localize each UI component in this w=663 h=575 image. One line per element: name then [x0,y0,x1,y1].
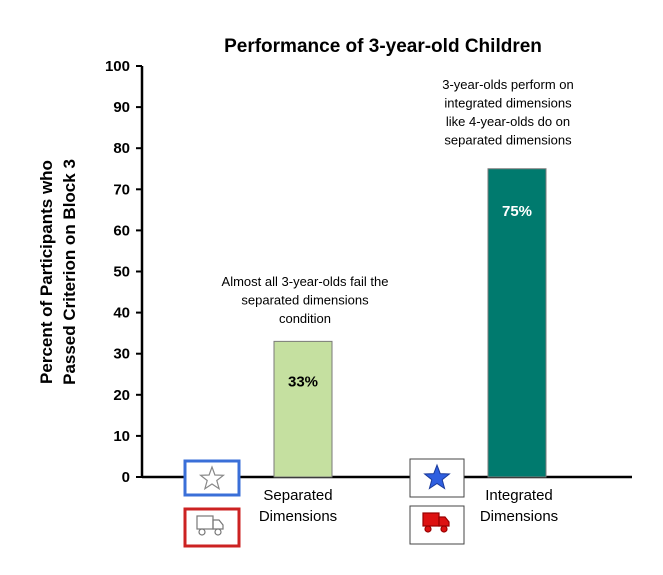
annotations: Almost all 3-year-olds fail the separated… [222,77,574,326]
bar-integrated [487,168,547,478]
annotation-text: 3-year-olds perform on [442,77,574,92]
y-tick-label: 50 [113,264,130,281]
stimulus-icons [183,458,465,548]
annotation-text: integrated dimensions [444,96,572,111]
x-category-label: Dimensions [480,508,558,525]
star-outline-icon [198,465,226,491]
x-category-label: Dimensions [259,508,337,525]
y-tick-label: 20 [113,387,130,404]
annotation-text: like 4-year-olds do on [446,114,570,129]
y-tick-label: 100 [105,58,130,75]
x-category-label: Separated [263,487,332,504]
y-axis-label-line-1: Percent of Participants who [37,160,56,384]
truck-red-icon [422,512,450,533]
bar-separated [273,340,333,478]
y-tick-label: 30 [113,346,130,363]
star-blue-icon [423,463,451,490]
truck-outline-icon [196,515,224,536]
annotation-text: separated dimensions [444,133,572,148]
annotation-text: Almost all 3-year-olds fail the [222,274,389,289]
separated-truck-frame [183,507,241,548]
y-axis-label: Percent of Participants who Passed Crite… [37,159,79,385]
x-category-label: Integrated [485,487,553,504]
y-tick-label: 10 [113,428,130,445]
data-label: 75% [502,203,532,220]
y-tick-label: 0 [122,469,130,486]
data-label: 33% [288,373,318,390]
bars: 33% 75% Separated Dimensions Integrated Dimen… [259,168,558,525]
annotation-text: condition [279,311,331,326]
y-tick-label: 60 [113,222,130,239]
y-axis-label-line-2: Passed Criterion on Block 3 [60,159,79,385]
y-tick-label: 40 [113,305,130,322]
y-tick-label: 80 [113,140,130,157]
y-tick-label: 70 [113,181,130,198]
chart-title: Performance of 3-year-old Children [224,36,542,57]
annotation-text: separated dimensions [241,293,369,308]
y-tick-label: 90 [113,99,130,116]
